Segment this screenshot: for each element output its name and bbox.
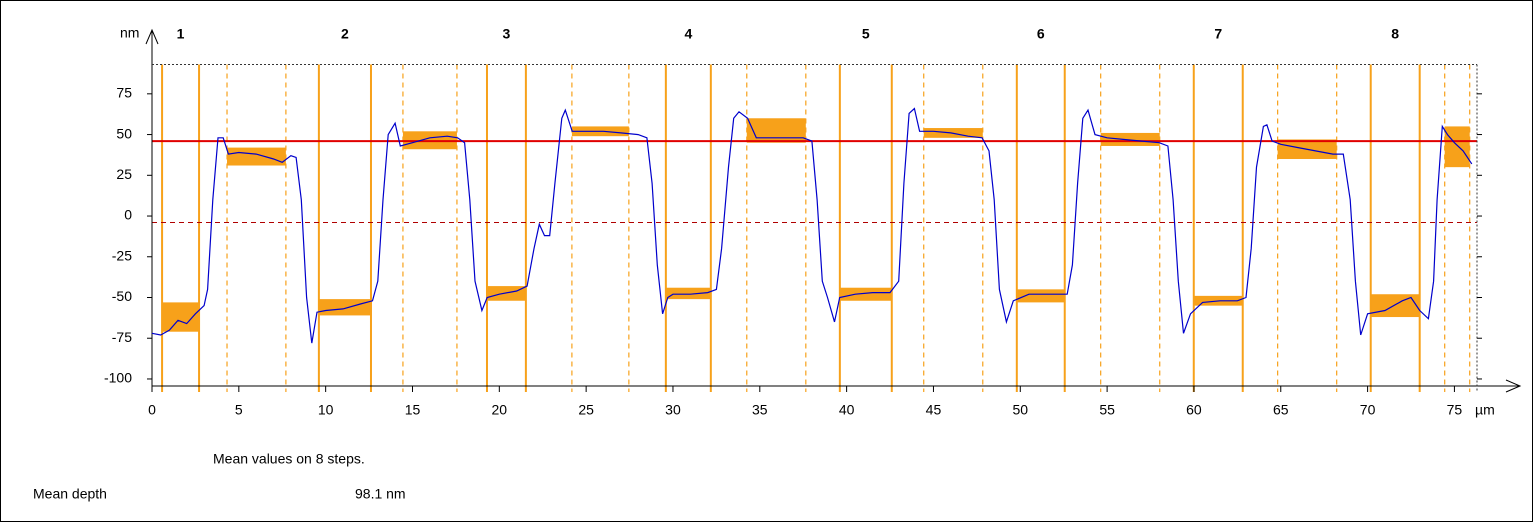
x-tick-label: 75 [1447,402,1463,418]
x-tick-label: 40 [839,402,855,418]
mean-box [318,299,371,316]
x-tick-label: 70 [1360,402,1376,418]
y-tick-label: 75 [116,85,132,101]
mean-box [839,287,892,301]
y-unit: nm [120,25,139,41]
x-tick-label: 0 [148,402,156,418]
x-tick-label: 5 [235,402,243,418]
step-label: 7 [1214,26,1222,42]
step-label: 2 [341,26,349,42]
x-tick-label: 20 [492,402,508,418]
x-tick-label: 30 [665,402,681,418]
mean-box [1444,126,1470,168]
mean-box [1370,294,1420,318]
y-axis-arrow [145,28,159,45]
mean-box [1016,289,1065,303]
step-label: 4 [684,26,692,42]
step-label: 3 [503,26,511,42]
x-tick-label: 10 [318,402,334,418]
y-tick-label: -50 [112,288,132,304]
x-tick-label: 55 [1099,402,1115,418]
y-tick-label: -100 [104,370,132,386]
mean-box [227,147,286,166]
step-label: 6 [1037,26,1045,42]
step-label: 8 [1391,26,1399,42]
x-tick-label: 45 [926,402,942,418]
step-label: 5 [862,26,870,42]
x-tick-label: 50 [1012,402,1028,418]
profile-line [151,107,1473,344]
mean-box [746,118,806,143]
summary-value: 98.1 nm [355,486,406,502]
summary-label: Mean depth [33,486,107,502]
summary-title: Mean values on 8 steps. [213,451,365,467]
x-tick-label: 35 [752,402,768,418]
x-tick-label: 60 [1186,402,1202,418]
x-tick-label: 65 [1273,402,1289,418]
x-tick-label: 25 [578,402,594,418]
step-label: 1 [177,26,185,42]
y-tick-label: -75 [112,329,132,345]
x-axis-arrow [1505,379,1522,393]
x-unit: µm [1475,402,1495,418]
y-tick-label: 50 [116,125,132,141]
mean-box [665,287,711,300]
x-tick-label: 15 [405,402,421,418]
y-tick-label: -25 [112,247,132,263]
mean-box [162,302,200,332]
y-tick-label: 0 [124,207,132,223]
y-tick-label: 25 [116,166,132,182]
